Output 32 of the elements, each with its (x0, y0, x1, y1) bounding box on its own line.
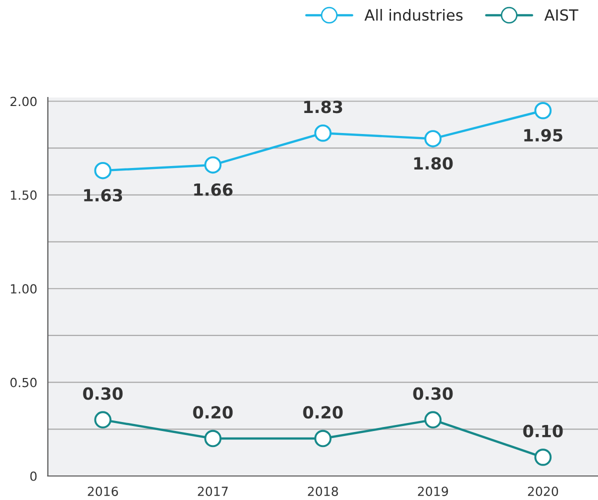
data-label: 1.80 (414, 157, 453, 170)
y-tick-label: 1.50 (10, 190, 37, 200)
point (204, 430, 222, 448)
point (314, 430, 332, 448)
data-label: 0.30 (83, 387, 123, 400)
point (94, 411, 112, 428)
point (314, 124, 332, 142)
data-label: 0.20 (193, 406, 233, 419)
data-label: 0.10 (523, 424, 563, 438)
x-tick-label: 2017 (198, 486, 228, 496)
data-label: 1.83 (304, 100, 342, 114)
legend-label: All industries (364, 8, 463, 21)
x-tick-label: 2016 (88, 486, 118, 496)
legend-label: AIST (544, 9, 578, 21)
y-tick-label: 1.00 (10, 284, 37, 294)
point (204, 156, 222, 174)
y-tick-label: 0.50 (10, 378, 37, 388)
data-label: 1.95 (524, 128, 562, 142)
y-tick-label: 2.00 (10, 96, 37, 106)
point (94, 162, 112, 180)
data-label: 1.66 (194, 183, 233, 196)
x-tick-label: 2019 (418, 486, 448, 496)
data-label: 1.63 (84, 188, 122, 202)
data-label: 0.30 (413, 387, 453, 400)
data-label: 0.20 (303, 406, 343, 419)
point (424, 411, 442, 428)
x-tick-label: 2018 (308, 486, 338, 496)
point (534, 102, 552, 120)
y-tick-label: 0 (30, 471, 37, 481)
point (534, 448, 552, 466)
point (424, 130, 442, 148)
x-tick-label: 2020 (528, 486, 558, 496)
